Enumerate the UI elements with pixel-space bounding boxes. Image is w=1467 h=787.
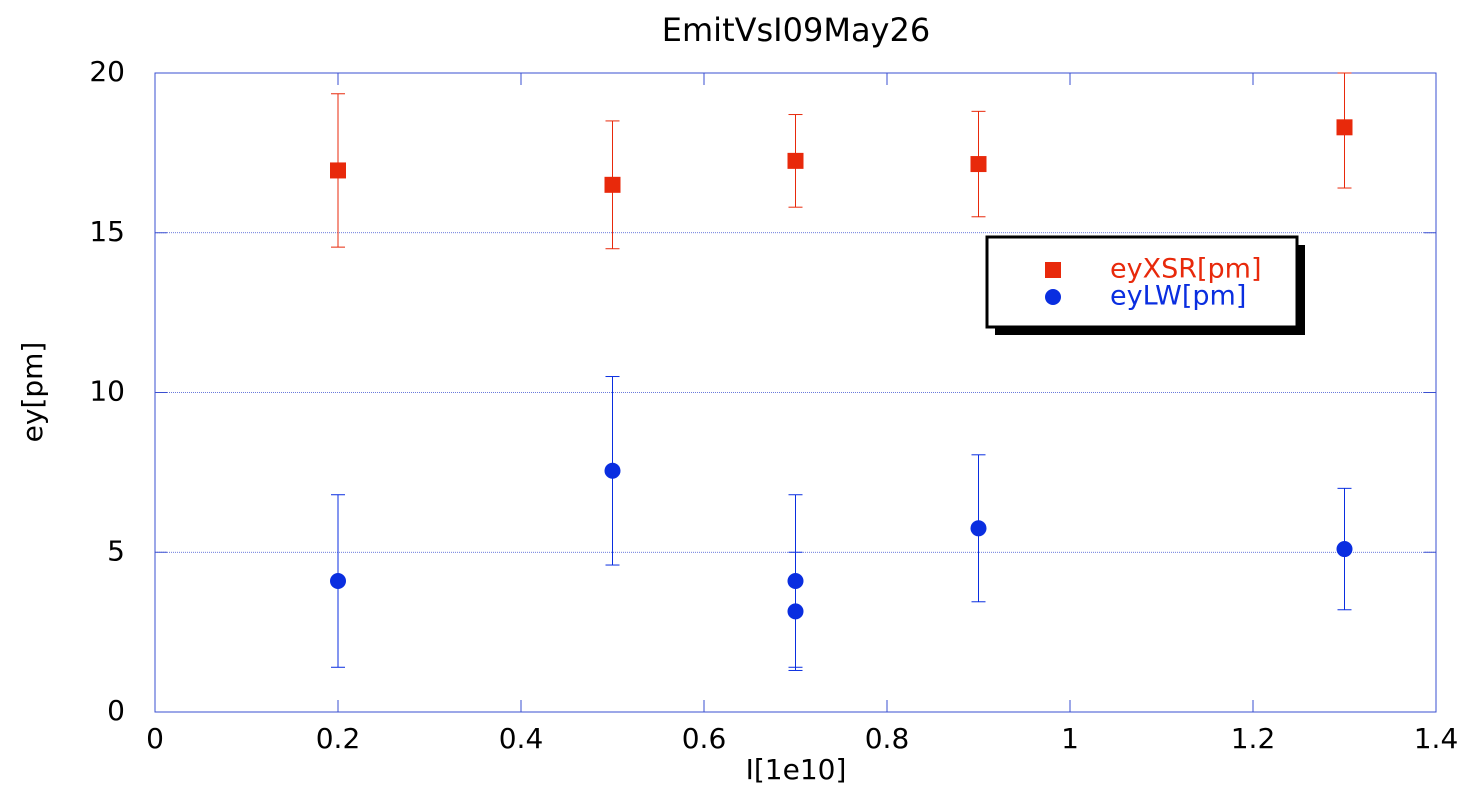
x-tick-label: 1.4 <box>1414 722 1459 755</box>
legend-marker <box>1045 289 1061 305</box>
point <box>787 152 804 169</box>
point <box>604 176 621 193</box>
legend <box>985 235 1299 329</box>
y-tick-label: 15 <box>89 215 125 248</box>
x-tick-label: 0.6 <box>682 722 727 755</box>
point <box>1336 541 1353 558</box>
y-tick-label: 0 <box>107 694 125 727</box>
y-tick-label: 20 <box>89 55 125 88</box>
y-tick-label: 5 <box>107 534 125 567</box>
legend-marker <box>1045 262 1061 278</box>
point <box>970 520 987 537</box>
point <box>970 156 987 173</box>
point <box>604 462 621 479</box>
x-tick-label: 0.8 <box>865 722 910 755</box>
chart-title: EmitVsI09May26 <box>662 11 930 49</box>
x-tick-label: 1 <box>1061 722 1079 755</box>
x-tick-label: 1.2 <box>1231 722 1276 755</box>
plot-frame <box>154 72 1437 713</box>
point <box>787 603 804 620</box>
x-tick-label: 0 <box>146 722 164 755</box>
legend-label: eyXSR[pm] <box>1110 254 1262 285</box>
y-tick-label: 10 <box>89 375 125 408</box>
x-axis-label: I[1e10] <box>746 753 847 786</box>
y-axis-label: ey[pm] <box>16 342 49 443</box>
x-tick-label: 0.2 <box>316 722 361 755</box>
point <box>330 573 346 590</box>
legend-label: eyLW[pm] <box>1110 281 1246 312</box>
point <box>330 162 346 179</box>
x-tick-label: 0.4 <box>499 722 544 755</box>
point <box>1336 119 1353 136</box>
